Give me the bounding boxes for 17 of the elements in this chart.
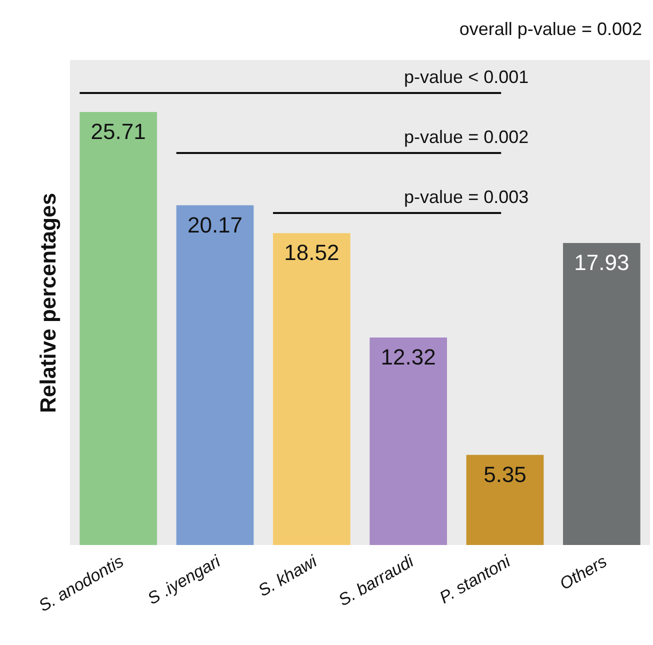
data-label: 17.93 xyxy=(574,250,630,276)
data-label: 20.17 xyxy=(187,212,243,238)
annotation: p-value = 0.002 xyxy=(404,127,529,147)
y-axis-title: Relative percentages xyxy=(36,192,60,414)
bar xyxy=(563,243,640,545)
annotation: p-value = 0.003 xyxy=(404,187,529,207)
data-label: 12.32 xyxy=(380,344,436,370)
bar xyxy=(466,454,544,545)
data-label: 25.71 xyxy=(90,118,146,144)
text: overall p-value = 0.002 xyxy=(459,19,642,39)
bar xyxy=(176,205,254,545)
bar xyxy=(273,233,350,545)
data-label: 18.52 xyxy=(284,240,340,266)
bar xyxy=(80,112,157,545)
data-label: 5.35 xyxy=(484,462,526,487)
bar xyxy=(370,337,447,545)
text: p-value < 0.001 xyxy=(404,67,529,87)
